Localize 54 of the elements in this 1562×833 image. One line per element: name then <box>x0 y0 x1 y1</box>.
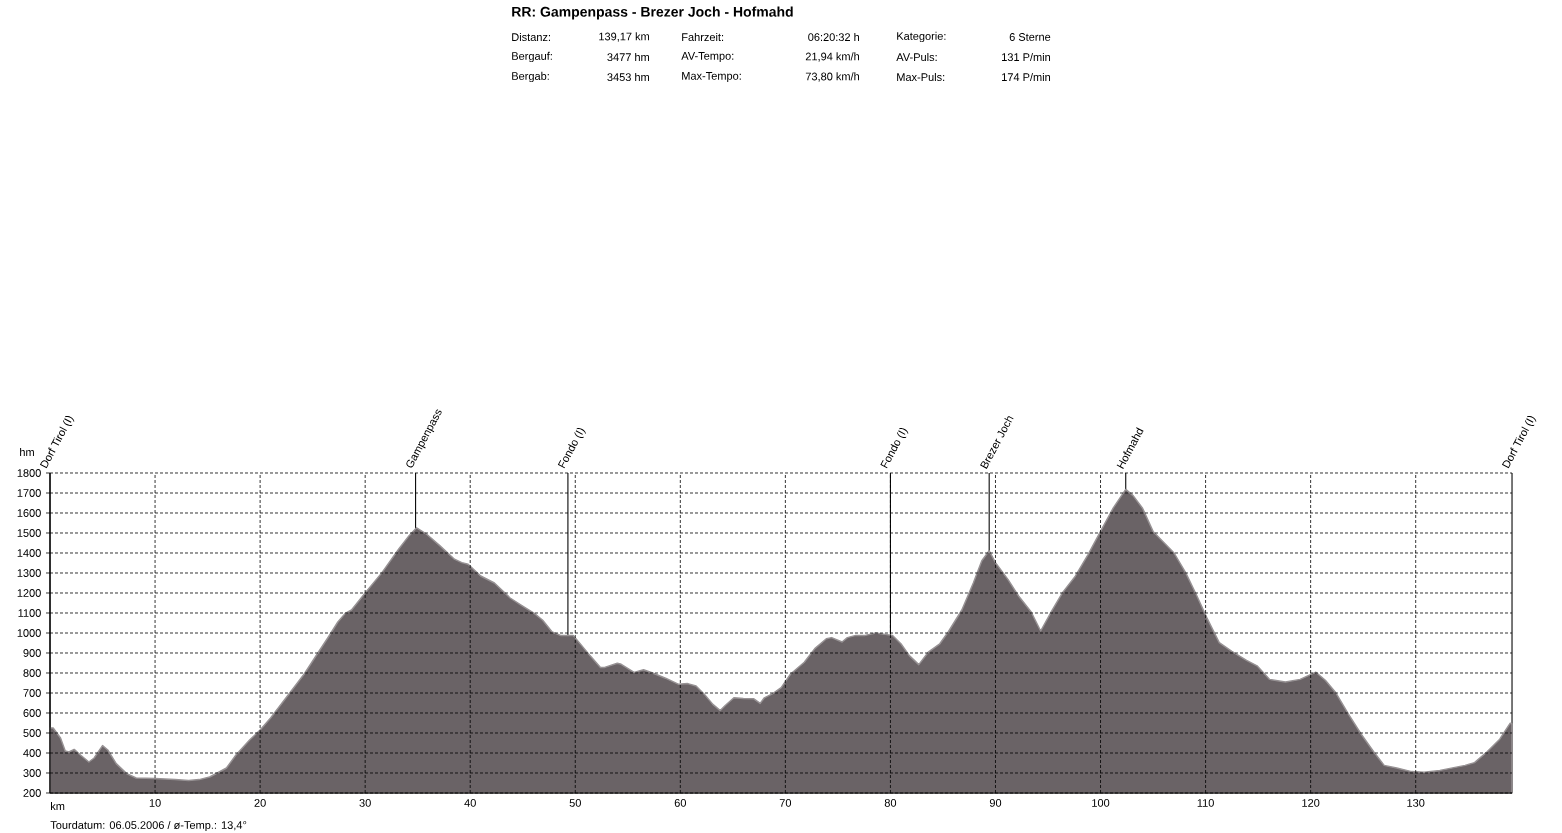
x-tick-label: 120 <box>1302 799 1320 807</box>
x-tick-label: 90 <box>989 799 1002 807</box>
text: 3453 hm <box>607 72 649 82</box>
x-tick-label: 10 <box>149 799 161 807</box>
x-tick-label: 130 <box>1407 799 1425 807</box>
y-tick-label: 700 <box>23 689 41 697</box>
text: 06:20:32 h <box>808 32 860 42</box>
y-tick-label: 400 <box>23 749 41 757</box>
ref-line-label: Dorf Tirol (I) <box>1501 416 1537 469</box>
y-tick-label: 1000 <box>17 629 41 637</box>
chart-title: RR: Gampenpass - Brezer Joch - Hofmahd <box>512 6 793 20</box>
y-tick-label: 600 <box>23 709 41 717</box>
text: Tourdatum: 06.05.2006 / ø-Temp.: 13,4° <box>50 820 247 832</box>
x-tick-label: 30 <box>359 799 371 807</box>
x-axis-title: km <box>51 802 65 810</box>
text: 73,80 km/h <box>805 72 860 82</box>
text: 21,94 km/h <box>805 52 860 62</box>
y-axis-title: hm <box>20 448 34 456</box>
text: 139,17 km <box>599 32 649 42</box>
text: Distanz: <box>512 32 550 42</box>
text: Max-Puls: <box>897 72 945 82</box>
text: AV-Tempo: <box>681 52 734 62</box>
y-tick-label: 1200 <box>17 589 41 597</box>
y-tick-label: 200 <box>23 789 41 797</box>
y-tick-label: 1600 <box>17 509 41 517</box>
y-tick-label: 1800 <box>17 469 41 477</box>
x-tick-label: 100 <box>1092 799 1110 807</box>
y-tick-label: 1100 <box>18 609 41 617</box>
ref-line-label: Dorf Tirol (I) <box>39 416 75 469</box>
text: AV-Puls: <box>896 52 937 62</box>
text: Bergab: <box>512 71 549 83</box>
x-tick-label: 50 <box>569 799 581 807</box>
text: Fahrzeit: <box>682 32 724 42</box>
y-tick-label: 300 <box>23 769 41 777</box>
y-tick-label: 1300 <box>17 569 41 577</box>
text: 3477 hm <box>607 52 649 62</box>
text: Kategorie: <box>897 31 946 43</box>
y-tick-label: 1500 <box>17 529 41 537</box>
text: Bergauf: <box>512 51 552 63</box>
y-tick-label: 1700 <box>17 489 41 497</box>
text: Max-Tempo: <box>682 72 741 82</box>
y-tick-label: 900 <box>23 649 41 657</box>
y-tick-label: 800 <box>23 669 41 677</box>
y-tick-label: 1400 <box>17 549 41 557</box>
x-tick-label: 40 <box>464 799 476 807</box>
x-tick-label: 80 <box>884 799 897 807</box>
x-tick-label: 70 <box>779 799 792 807</box>
x-tick-label: 110 <box>1197 799 1214 807</box>
text: 6 Sterne <box>1009 33 1051 41</box>
text: 131 P/min <box>1002 52 1051 62</box>
x-tick-label: 20 <box>254 799 266 807</box>
text: 174 P/min <box>1002 72 1051 82</box>
y-tick-label: 500 <box>23 729 41 737</box>
x-tick-label: 60 <box>674 799 687 807</box>
